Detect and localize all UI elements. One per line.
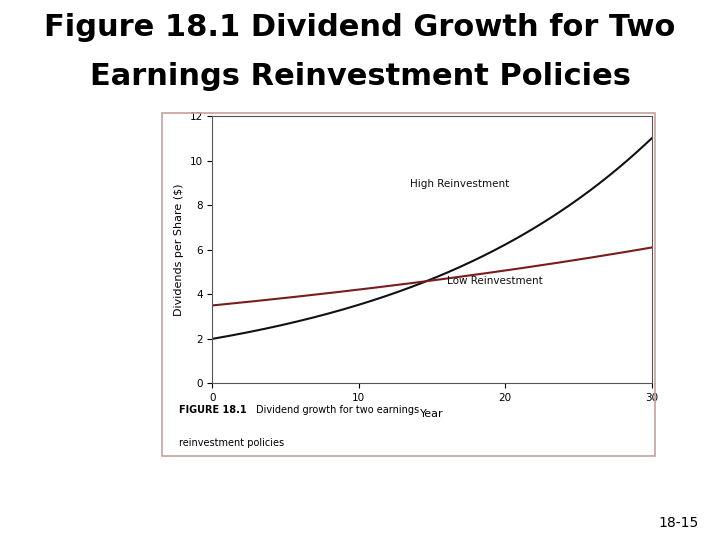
- Text: Dividend growth for two earnings: Dividend growth for two earnings: [256, 406, 419, 415]
- X-axis label: Year: Year: [420, 409, 444, 419]
- Text: Low Reinvestment: Low Reinvestment: [446, 276, 542, 286]
- Text: FIGURE 18.1: FIGURE 18.1: [179, 406, 247, 415]
- Text: reinvestment policies: reinvestment policies: [179, 437, 284, 448]
- Text: Earnings Reinvestment Policies: Earnings Reinvestment Policies: [89, 62, 631, 91]
- Y-axis label: Dividends per Share ($): Dividends per Share ($): [174, 184, 184, 316]
- Text: Figure 18.1 Dividend Growth for Two: Figure 18.1 Dividend Growth for Two: [45, 14, 675, 43]
- Text: 18-15: 18-15: [658, 516, 698, 530]
- Text: High Reinvestment: High Reinvestment: [410, 179, 509, 190]
